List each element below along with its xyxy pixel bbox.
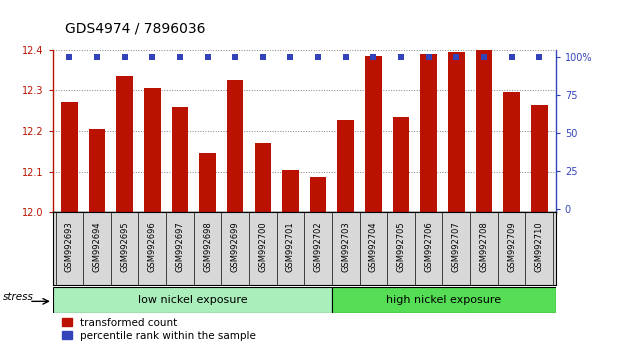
Point [507,54,517,60]
Bar [448,52,465,212]
Point [479,54,489,60]
Text: GSM992697: GSM992697 [175,221,184,272]
Text: GSM992706: GSM992706 [424,221,433,272]
Text: GSM992695: GSM992695 [120,221,129,272]
Point [92,54,102,60]
Point [534,54,544,60]
Point [202,54,212,60]
Text: high nickel exposure: high nickel exposure [386,295,502,305]
Point [424,54,433,60]
Text: GSM992701: GSM992701 [286,221,295,272]
Legend: transformed count, percentile rank within the sample: transformed count, percentile rank withi… [58,314,260,345]
Text: GSM992698: GSM992698 [203,221,212,272]
Bar [199,153,216,212]
Bar [116,76,133,212]
Point [175,54,185,60]
Bar [255,143,271,212]
Bar [171,107,188,212]
Text: GSM992702: GSM992702 [314,221,322,272]
Text: GSM992696: GSM992696 [148,221,156,272]
Text: GDS4974 / 7896036: GDS4974 / 7896036 [65,21,206,35]
Text: GSM992694: GSM992694 [93,221,101,272]
Text: GSM992710: GSM992710 [535,221,544,272]
Text: GSM992699: GSM992699 [230,221,240,272]
Text: GSM992705: GSM992705 [397,221,406,272]
Bar [503,92,520,212]
Text: GSM992700: GSM992700 [258,221,267,272]
Bar [337,120,354,212]
Bar [61,102,78,212]
Text: low nickel exposure: low nickel exposure [138,295,247,305]
Bar [332,287,556,313]
Text: GSM992708: GSM992708 [479,221,489,272]
Bar [365,56,382,212]
Bar [531,104,548,212]
Bar [310,177,327,212]
Bar [227,80,243,212]
Bar [392,117,409,212]
Point [313,54,323,60]
Bar [476,50,492,212]
Bar [420,53,437,212]
Point [258,54,268,60]
Point [147,54,157,60]
Text: GSM992704: GSM992704 [369,221,378,272]
Text: GSM992693: GSM992693 [65,221,74,272]
Point [451,54,461,60]
Point [341,54,351,60]
Text: stress: stress [3,292,34,302]
Point [396,54,406,60]
Point [230,54,240,60]
Bar [53,287,332,313]
Bar [282,171,299,212]
Bar [89,129,106,212]
Bar [144,88,161,212]
Point [286,54,296,60]
Point [65,54,75,60]
Text: GSM992703: GSM992703 [342,221,350,272]
Text: GSM992709: GSM992709 [507,221,516,272]
Text: GSM992707: GSM992707 [452,221,461,272]
Point [368,54,378,60]
Point [120,54,130,60]
